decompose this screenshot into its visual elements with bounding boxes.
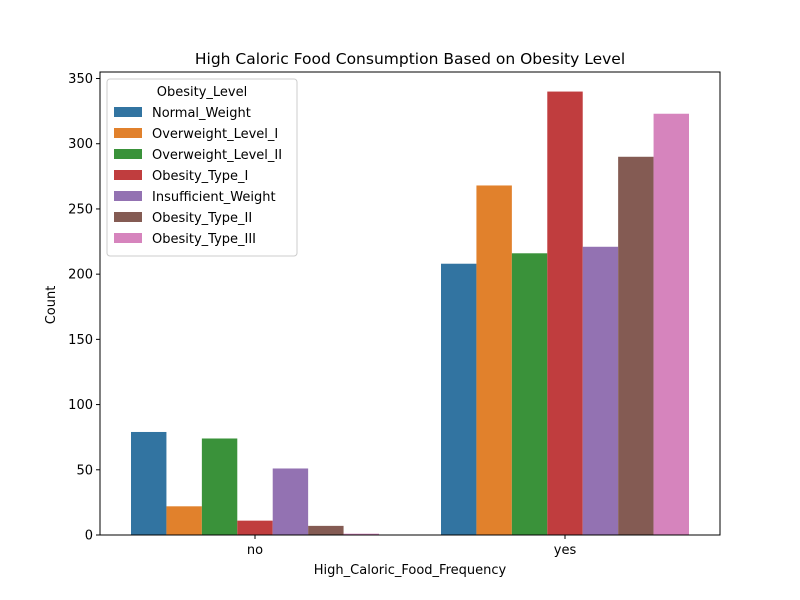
bar-obesity-type-iii-no [343,533,379,535]
bar-overweight-level-ii-no [201,438,238,535]
legend-entry-label: Obesity_Type_II [152,211,252,226]
bar-insufficient-weight-yes [582,246,619,535]
legend-box [106,78,298,257]
legend-swatch [114,128,142,138]
plot-frame [99,71,721,536]
y-tick-label: 0 [85,529,93,544]
legend-entry-label: Overweight_Level_II [152,148,282,163]
bar-obesity-type-i-no [237,520,273,535]
legend-swatch [114,170,142,180]
y-axis-label: Count [44,286,59,325]
bar-obesity-type-ii-no [308,525,344,535]
legend-entry-label: Normal_Weight [152,106,251,121]
legend-entry-label: Obesity_Type_III [152,232,256,247]
legend: Obesity_Level Normal_Weight Overweight_Lev… [106,78,298,257]
legend-swatch [114,212,142,222]
bar-overweight-level-i-no [166,506,202,535]
y-tick-label: 50 [76,463,93,478]
legend-swatch [114,149,142,159]
legend-swatch [114,191,142,201]
legend-entry-label: Insufficient_Weight [152,190,276,205]
bar-obesity-type-iii-yes [653,113,689,536]
y-tick-label: 250 [68,202,93,217]
legend-swatch [114,233,142,243]
x-tick-label: yes [554,543,577,558]
y-tick-label: 100 [68,398,93,413]
bar-overweight-level-i-yes [476,185,512,535]
x-axis-label: High_Caloric_Food_Frequency [314,563,507,578]
legend-title: Obesity_Level [157,85,247,100]
y-tick-label: 300 [68,137,93,152]
bar-normal-weight-yes [441,263,477,535]
legend-entry-label: Overweight_Level_I [152,127,278,142]
bar-normal-weight-no [131,431,167,535]
bar-overweight-level-ii-yes [511,253,548,536]
bars-group [131,91,689,536]
y-tick-label: 350 [68,72,93,87]
legend-swatch [114,107,142,117]
legend-entry-label: Obesity_Type_I [152,169,248,184]
chart-title: High Caloric Food Consumption Based on O… [195,50,625,68]
x-tick-label: no [247,543,263,558]
y-tick-label: 200 [68,268,93,283]
bar-insufficient-weight-no [272,468,309,535]
bar-obesity-type-i-yes [547,91,583,535]
bar-obesity-type-ii-yes [618,156,654,535]
y-tick-label: 150 [68,333,93,348]
axes-group: 0 50 100 150 200 250 300 350 no yes [68,71,721,558]
